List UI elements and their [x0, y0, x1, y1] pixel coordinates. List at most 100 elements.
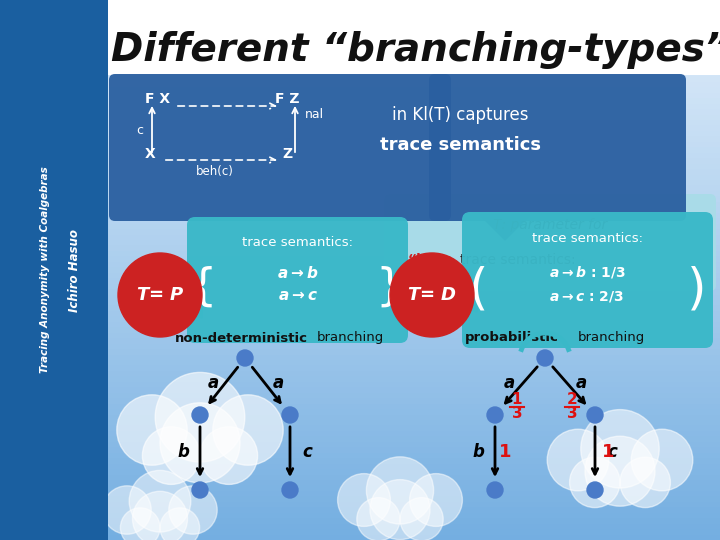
Circle shape [370, 480, 430, 539]
Text: b: b [177, 443, 189, 461]
Circle shape [366, 457, 433, 524]
Bar [108, 403, 720, 410]
Bar [108, 256, 720, 262]
Circle shape [118, 253, 202, 337]
Bar [108, 125, 720, 131]
Text: {: { [189, 266, 217, 308]
Text: $\bfit{a} \rightarrow \bfit{b}$: $\bfit{a} \rightarrow \bfit{b}$ [277, 265, 319, 281]
Bar [108, 33, 720, 39]
Bar [108, 322, 720, 328]
Text: trace semantics:: trace semantics: [531, 232, 642, 245]
Bar [108, 16, 720, 22]
FancyBboxPatch shape [462, 212, 713, 348]
Bar [108, 366, 720, 372]
Bar [108, 371, 720, 377]
Bar [108, 109, 720, 115]
Bar [108, 360, 720, 366]
Circle shape [143, 427, 200, 484]
FancyBboxPatch shape [384, 194, 716, 291]
Bar [108, 234, 720, 240]
Circle shape [168, 486, 217, 534]
Bar [108, 426, 720, 431]
Circle shape [487, 482, 503, 498]
Text: c: c [607, 443, 617, 461]
Circle shape [156, 373, 245, 462]
Bar [108, 240, 720, 246]
Circle shape [338, 474, 390, 526]
Text: “bran: “bran [408, 253, 454, 267]
Text: beh(c): beh(c) [196, 165, 234, 179]
Bar [108, 98, 720, 104]
Circle shape [631, 429, 693, 491]
Bar [108, 485, 720, 491]
Bar [108, 169, 720, 175]
Text: trace semantics: trace semantics [379, 136, 541, 154]
Bar [108, 0, 720, 75]
Bar [108, 535, 720, 540]
Bar [108, 355, 720, 361]
Bar [108, 273, 720, 279]
Bar [108, 207, 720, 213]
Bar [108, 502, 720, 508]
Bar [108, 93, 720, 99]
Bar [108, 409, 720, 415]
Polygon shape [480, 215, 530, 240]
FancyBboxPatch shape [429, 74, 686, 221]
Bar [108, 120, 720, 126]
Bar [108, 180, 720, 186]
Bar [108, 22, 720, 28]
Text: }: } [376, 266, 404, 308]
Bar [108, 507, 720, 513]
Circle shape [357, 497, 400, 540]
Bar [108, 55, 720, 60]
Text: Τ: parameter for: Τ: parameter for [493, 218, 607, 232]
Bar [108, 480, 720, 486]
Bar [108, 278, 720, 284]
Bar [108, 251, 720, 257]
FancyBboxPatch shape [187, 217, 408, 343]
Bar [108, 246, 720, 252]
Circle shape [237, 350, 253, 366]
Bar [108, 267, 720, 273]
Bar [108, 376, 720, 382]
Text: Z: Z [282, 147, 292, 161]
Bar [108, 475, 720, 481]
Bar [108, 65, 720, 71]
Bar [108, 327, 720, 333]
Bar [108, 71, 720, 77]
Bar [108, 262, 720, 268]
Bar [108, 11, 720, 17]
Text: (: ( [468, 266, 487, 314]
Bar [108, 197, 720, 202]
Circle shape [103, 486, 151, 534]
Circle shape [410, 474, 462, 526]
Text: a: a [503, 374, 515, 392]
Text: Different “branching-types”: Different “branching-types” [111, 31, 720, 69]
Bar [108, 524, 720, 530]
Bar [108, 491, 720, 497]
Circle shape [390, 253, 474, 337]
Text: 3: 3 [512, 406, 522, 421]
Bar [108, 469, 720, 475]
Bar [108, 49, 720, 55]
Text: ): ) [688, 266, 707, 314]
Bar [108, 496, 720, 502]
Text: b: b [472, 443, 484, 461]
Circle shape [400, 497, 444, 540]
Bar [108, 164, 720, 170]
Bar [108, 343, 720, 349]
Bar [108, 284, 720, 289]
Bar [108, 82, 720, 88]
Text: $\bfit{a} \rightarrow \bfit{b}$ : 1/3: $\bfit{a} \rightarrow \bfit{b}$ : 1/3 [549, 264, 626, 280]
Bar [108, 382, 720, 388]
Bar [108, 213, 720, 219]
Bar [108, 174, 720, 180]
Circle shape [192, 482, 208, 498]
Bar [108, 294, 720, 300]
Bar [108, 44, 720, 50]
Bar [108, 415, 720, 421]
Circle shape [282, 482, 298, 498]
Circle shape [129, 470, 191, 532]
Bar [108, 289, 720, 295]
Circle shape [587, 482, 603, 498]
